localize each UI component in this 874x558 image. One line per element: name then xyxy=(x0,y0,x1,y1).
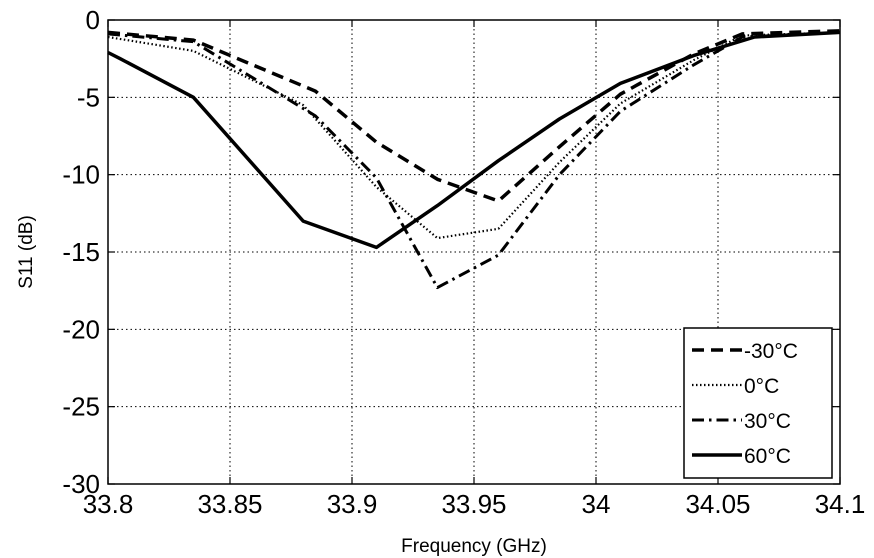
y-tick-label: 0 xyxy=(86,5,100,35)
x-tick-label: 33.8 xyxy=(83,489,134,519)
legend: -30°C 0°C 30°C 60°C xyxy=(683,327,833,479)
y-tick-label: -20 xyxy=(62,314,100,344)
legend-label: 0°C xyxy=(744,375,779,398)
y-tick-label: -5 xyxy=(77,82,100,112)
y-axis-title: S11 (dB) xyxy=(16,215,37,289)
x-tick-label: 33.95 xyxy=(441,489,506,519)
x-tick-label: 34.05 xyxy=(685,489,750,519)
legend-label: -30°C xyxy=(744,340,798,363)
x-tick-label: 33.9 xyxy=(327,489,378,519)
x-axis-title: Frequency (GHz) xyxy=(401,536,547,557)
x-tick-label: 33.85 xyxy=(197,489,262,519)
y-tick-label: -25 xyxy=(62,392,100,422)
axis-ticks: 33.8 33.85 33.9 33.95 34 34.05 34.1 0 -5 -10 -15 -2… xyxy=(62,5,865,519)
legend-label: 30°C xyxy=(744,410,791,433)
series-lines xyxy=(107,29,841,290)
legend-box xyxy=(683,327,833,479)
legend-label: 60°C xyxy=(744,445,791,468)
y-tick-label: -15 xyxy=(62,237,100,267)
y-tick-label: -10 xyxy=(62,160,100,190)
series-line-1 xyxy=(107,31,841,240)
x-tick-label: 34 xyxy=(582,489,611,519)
series-line-2 xyxy=(107,30,841,290)
series-line-3 xyxy=(107,30,841,250)
series-line-0 xyxy=(107,29,841,203)
y-tick-label: -30 xyxy=(62,469,100,499)
x-tick-label: 34.1 xyxy=(815,489,866,519)
